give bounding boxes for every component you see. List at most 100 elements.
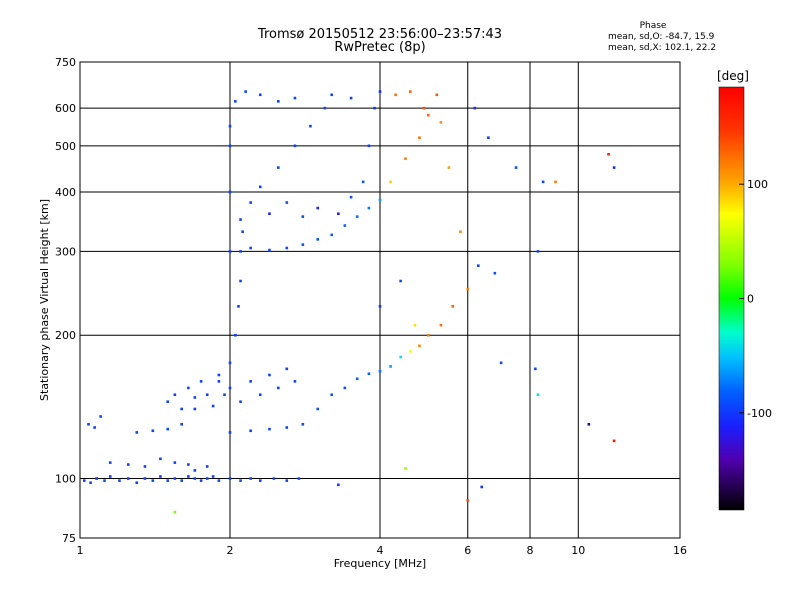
y-axis-label: Stationary phase Virtual Height [km] (38, 199, 51, 401)
data-point (378, 369, 382, 373)
stats-x-mode: mean, sd,X: 102.1, 22.2 (608, 43, 717, 53)
data-point (135, 481, 139, 485)
data-point (301, 243, 305, 246)
colorbar-label: [deg] (717, 69, 749, 83)
data-point (268, 427, 271, 431)
data-point (373, 106, 376, 110)
data-point (439, 121, 443, 124)
data-point (126, 477, 130, 480)
data-point (612, 439, 616, 443)
data-point (487, 136, 490, 140)
data-point (237, 305, 240, 308)
y-tick-label: 750 (55, 56, 76, 69)
data-point (193, 469, 197, 472)
data-point (239, 400, 242, 404)
data-point (399, 279, 402, 283)
data-point (435, 93, 439, 97)
data-point (249, 246, 252, 250)
data-point (330, 93, 334, 97)
y-tick-label: 75 (62, 532, 76, 545)
data-point (422, 106, 426, 110)
data-point (173, 393, 177, 397)
data-point (87, 422, 90, 426)
data-point (217, 380, 221, 383)
data-point (514, 166, 518, 169)
data-point (323, 106, 327, 110)
data-point (228, 124, 232, 128)
data-point (95, 477, 98, 480)
y-tick-label: 200 (55, 329, 76, 342)
data-point (239, 250, 242, 253)
data-point (199, 479, 203, 482)
data-point (258, 479, 262, 482)
data-point (103, 479, 106, 482)
data-point (418, 344, 421, 348)
data-point (378, 198, 382, 202)
data-point (241, 230, 244, 234)
data-point (451, 305, 455, 308)
data-point (228, 144, 232, 148)
data-point (285, 426, 289, 429)
data-point (268, 212, 271, 216)
data-point (258, 93, 262, 97)
data-point (187, 463, 190, 466)
data-point (337, 483, 340, 487)
data-point (217, 373, 221, 377)
data-point (249, 201, 252, 204)
data-point (466, 499, 470, 502)
data-point (193, 477, 197, 480)
data-point (193, 407, 197, 411)
data-point (293, 96, 297, 100)
data-point (239, 279, 242, 283)
data-point (228, 477, 232, 480)
data-point (404, 467, 407, 470)
colorbar-ticks: 100 0 -100 (739, 178, 772, 420)
data-point (99, 415, 102, 418)
data-point (143, 465, 147, 468)
data-point (126, 463, 130, 466)
data-point (378, 90, 382, 93)
stats-o-mode: mean, sd,O: -84.7, 15.9 (608, 32, 715, 42)
data-point (316, 407, 320, 411)
data-point (159, 475, 162, 478)
data-point (285, 367, 289, 371)
data-point (173, 510, 177, 514)
data-point (536, 250, 540, 253)
stats-heading: Phase (639, 21, 667, 31)
data-point (239, 218, 242, 221)
data-point (367, 206, 371, 210)
x-tick-label: 8 (527, 544, 534, 557)
data-point (276, 166, 280, 169)
data-point (349, 96, 353, 100)
data-point (389, 180, 392, 184)
x-tick-label: 16 (673, 544, 687, 557)
data-point (258, 393, 262, 397)
data-point (234, 100, 237, 103)
data-point (180, 479, 184, 482)
data-point (493, 271, 497, 275)
data-point (244, 90, 247, 93)
data-point (249, 380, 252, 383)
data-point (166, 427, 170, 431)
data-point (394, 93, 397, 97)
data-point (367, 372, 371, 376)
data-point (118, 479, 121, 482)
data-point (399, 355, 402, 359)
y-tick-label: 400 (55, 186, 76, 199)
data-point (367, 144, 371, 148)
data-point (541, 180, 545, 184)
data-point (473, 106, 477, 110)
data-point (272, 477, 276, 480)
grid (80, 62, 680, 538)
data-point (293, 144, 297, 148)
data-point (343, 224, 347, 227)
data-point (477, 264, 480, 267)
data-point (285, 246, 289, 250)
data-point (361, 180, 365, 184)
y-tick-label: 600 (55, 102, 76, 115)
x-axis-label: Frequency [MHz] (334, 557, 426, 570)
x-tick-label: 1 (77, 544, 84, 557)
data-point (151, 429, 155, 433)
data-point (205, 393, 209, 397)
